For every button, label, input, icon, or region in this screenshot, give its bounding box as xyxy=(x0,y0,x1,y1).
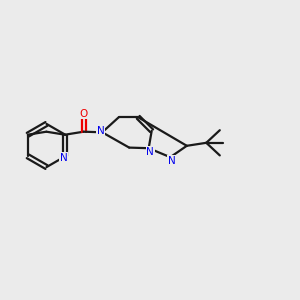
Text: N: N xyxy=(168,156,176,166)
Text: N: N xyxy=(60,153,68,163)
Text: N: N xyxy=(146,147,154,157)
Text: N: N xyxy=(97,126,105,136)
Text: O: O xyxy=(80,109,88,119)
